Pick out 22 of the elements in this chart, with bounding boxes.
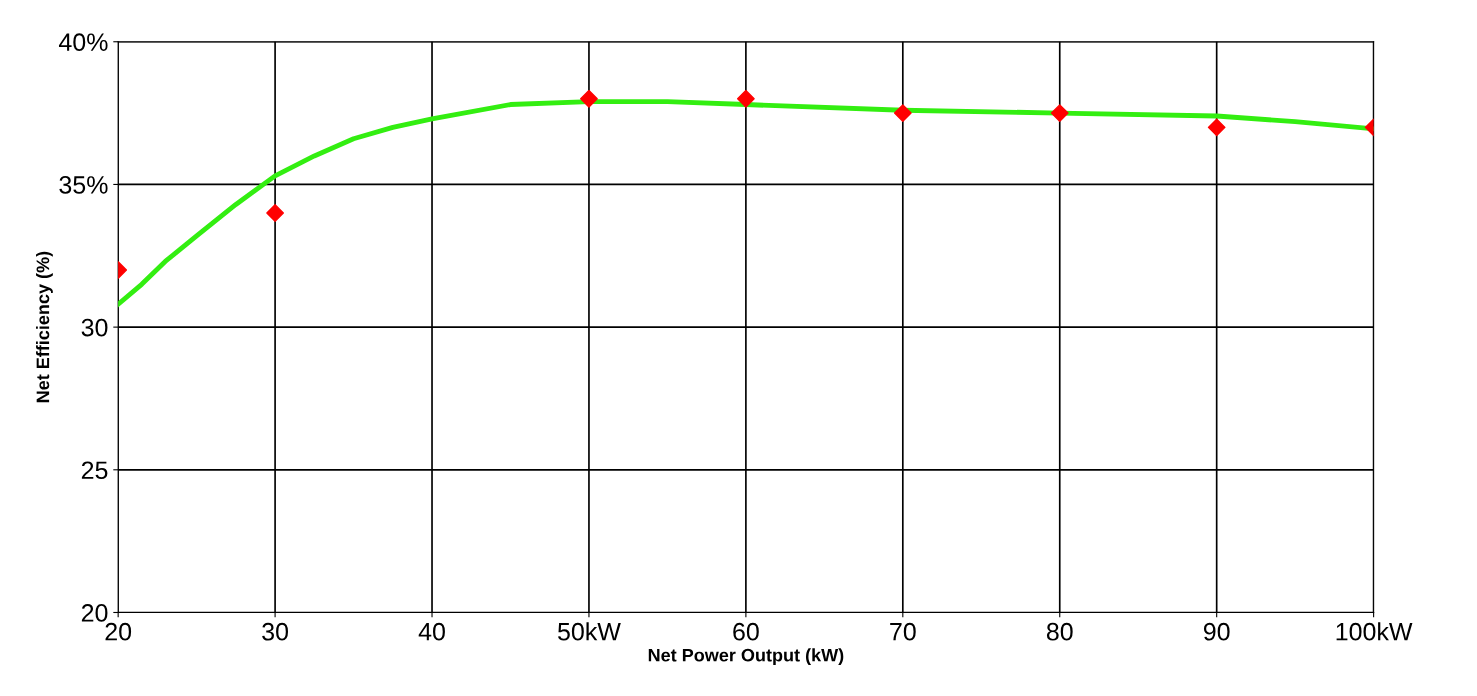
- point: [1207, 118, 1226, 137]
- x-tick-label: 100kW: [1336, 622, 1413, 641]
- point: [1050, 104, 1069, 123]
- x-tick-label: 40: [418, 622, 445, 641]
- point: [893, 104, 912, 123]
- y-tick-label: 40%: [58, 33, 108, 52]
- x-axis-title: Net Power Output (kW): [648, 648, 844, 666]
- y-tick-label: 25: [81, 461, 108, 480]
- point: [736, 89, 755, 108]
- y-tick-label: 20: [81, 604, 108, 622]
- x-tick-label: 50kW: [558, 622, 621, 641]
- point: [580, 89, 598, 108]
- point: [266, 204, 285, 222]
- y-tick-label: 35%: [59, 176, 108, 194]
- x-tick-label: 20: [105, 622, 132, 641]
- x-tick-label: 90: [1203, 622, 1230, 641]
- y-tick-label: 30: [81, 318, 108, 337]
- x-tick-label: 30: [262, 622, 289, 641]
- x-tick-label: 70: [890, 622, 916, 641]
- y-axis-title: Net Efficiency (%): [36, 251, 53, 403]
- x-tick-label: 80: [1046, 622, 1073, 641]
- x-tick-label: 60: [733, 622, 759, 641]
